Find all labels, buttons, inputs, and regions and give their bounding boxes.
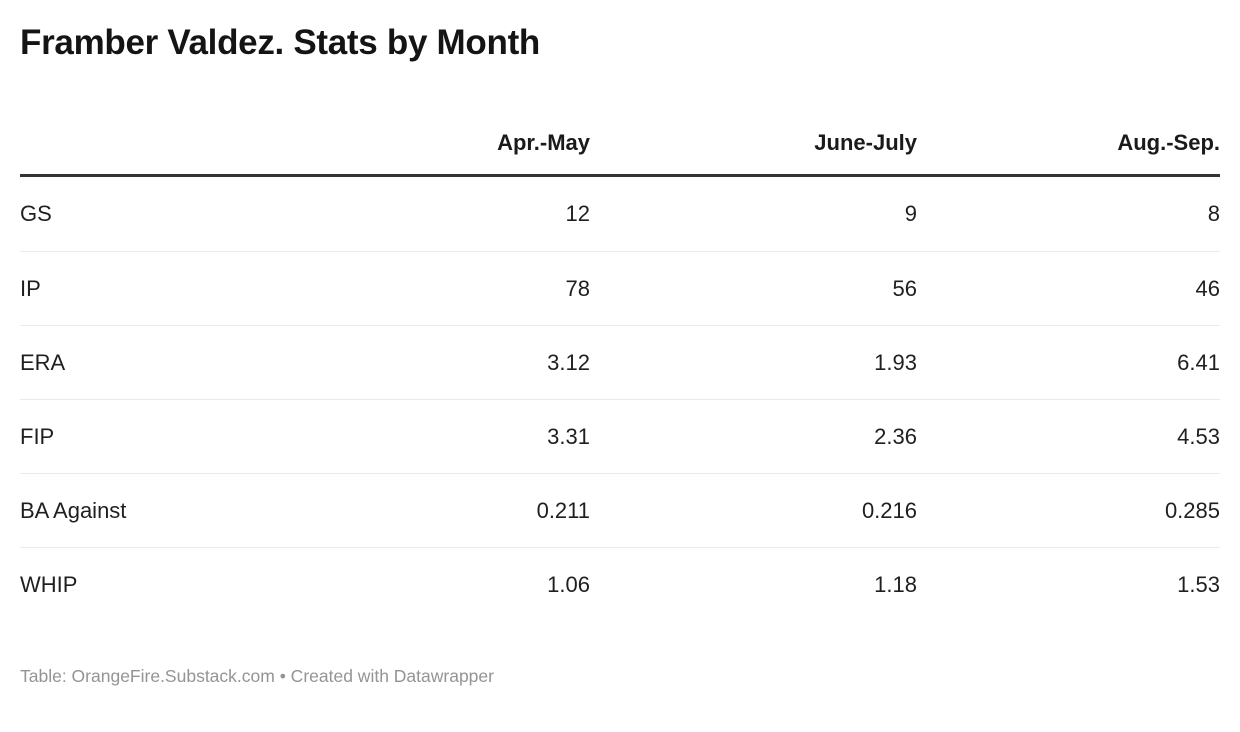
- cell-value: 78: [260, 251, 590, 326]
- row-label: GS: [20, 201, 52, 226]
- table-row-fip: FIP 3.31 2.36 4.53: [20, 399, 1220, 474]
- table-row-ba-against: BA Against 0.211 0.216 0.285: [20, 473, 1220, 548]
- table-header: Apr.-May June-July Aug.-Sep.: [20, 110, 1220, 177]
- cell-value: 0.216: [590, 473, 917, 548]
- table-body: GS 12 9 8 IP 78 56 46 ERA 3.12 1.93 6.41…: [20, 176, 1220, 621]
- cell-value: 6.41: [917, 325, 1220, 400]
- cell-value: 3.31: [260, 399, 590, 474]
- column-header-blank: [20, 110, 260, 177]
- stats-table: Apr.-May June-July Aug.-Sep. GS 12 9 8 I…: [20, 110, 1220, 621]
- cell-value: 3.12: [260, 325, 590, 400]
- table-row-gs: GS 12 9 8: [20, 176, 1220, 252]
- table-row-whip: WHIP 1.06 1.18 1.53: [20, 547, 1220, 621]
- cell-value: 1.53: [917, 547, 1220, 621]
- page: Framber Valdez. Stats by Month Apr.-May …: [0, 22, 1240, 687]
- cell-value: 8: [1207, 201, 1220, 226]
- cell-value: 0.211: [260, 473, 590, 548]
- row-label: ERA: [20, 325, 260, 400]
- table-row-ip: IP 78 56 46: [20, 251, 1220, 326]
- column-header-aug-sep: Aug.-Sep.: [917, 110, 1220, 177]
- cell-value: 1.18: [590, 547, 917, 621]
- cell-value: 9: [904, 201, 917, 226]
- column-header-apr-may: Apr.-May: [260, 110, 590, 177]
- cell-value: 56: [590, 251, 917, 326]
- row-label: BA Against: [20, 473, 260, 548]
- row-label: FIP: [20, 399, 260, 474]
- header-row: Apr.-May June-July Aug.-Sep.: [20, 110, 1220, 177]
- table-row-era: ERA 3.12 1.93 6.41: [20, 325, 1220, 400]
- cell-value: 1.93: [590, 325, 917, 400]
- cell-value: 0.285: [917, 473, 1220, 548]
- row-label: IP: [20, 251, 260, 326]
- cell-value: 4.53: [917, 399, 1220, 474]
- row-label: WHIP: [20, 547, 260, 621]
- page-title: Framber Valdez. Stats by Month: [20, 23, 540, 62]
- cell-value: 46: [917, 251, 1220, 326]
- cell-value: 1.06: [260, 547, 590, 621]
- cell-value: 2.36: [590, 399, 917, 474]
- cell-value: 12: [565, 201, 590, 226]
- column-header-june-july: June-July: [590, 110, 917, 177]
- footer-attribution: Table: OrangeFire.Substack.com • Created…: [20, 666, 494, 686]
